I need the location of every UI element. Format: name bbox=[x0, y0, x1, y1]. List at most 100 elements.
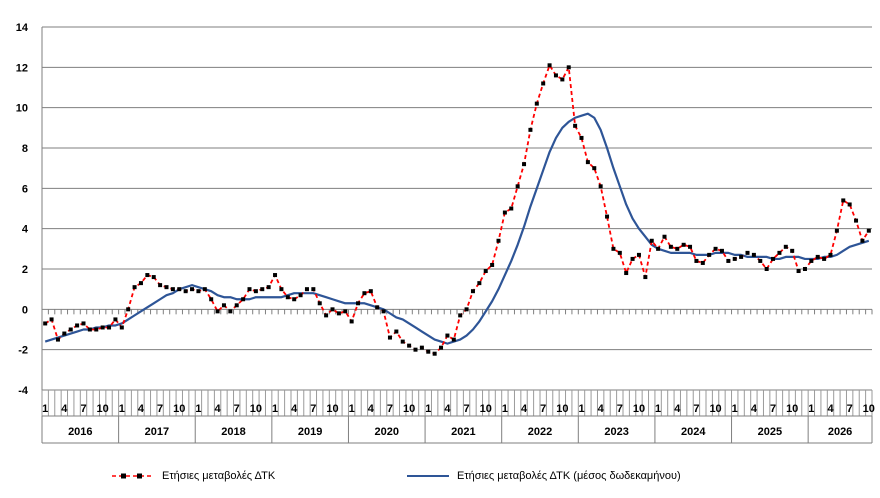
series-line-12m-average bbox=[44, 112, 870, 345]
data-point-annual-change bbox=[688, 244, 693, 249]
x-tick-label: 10 bbox=[633, 403, 645, 415]
data-point-annual-change bbox=[522, 162, 527, 167]
y-tick-label: 8 bbox=[22, 143, 28, 155]
data-point-annual-change bbox=[841, 198, 846, 203]
data-point-annual-change bbox=[164, 285, 169, 290]
x-tick-label: 10 bbox=[403, 403, 415, 415]
data-point-annual-change bbox=[630, 256, 635, 261]
data-point-annual-change bbox=[400, 339, 405, 344]
data-point-annual-change bbox=[407, 343, 412, 348]
data-point-annual-change bbox=[860, 238, 865, 243]
data-point-annual-change bbox=[87, 327, 92, 332]
data-point-annual-change bbox=[362, 291, 367, 296]
data-point-annual-change bbox=[502, 210, 507, 215]
data-point-annual-change bbox=[394, 329, 399, 334]
year-label: 2017 bbox=[145, 426, 169, 438]
data-point-annual-change bbox=[745, 250, 750, 255]
data-point-annual-change bbox=[777, 250, 782, 255]
x-tick-label: 7 bbox=[387, 403, 393, 415]
data-point-annual-change bbox=[656, 246, 661, 251]
x-axis-year-band: 2016 2017 2018 2019 2020 2021 2022 2023 2024 2025… bbox=[41, 415, 873, 444]
x-tick-label: 1 bbox=[732, 403, 738, 415]
data-point-annual-change bbox=[694, 258, 699, 263]
y-tick-label: 10 bbox=[16, 103, 28, 115]
x-tick-label: 4 bbox=[598, 403, 605, 415]
x-tick-label: 1 bbox=[272, 403, 278, 415]
data-point-annual-change bbox=[94, 327, 99, 332]
data-point-annual-change bbox=[253, 289, 258, 294]
x-tick-label: 7 bbox=[157, 403, 163, 415]
x-tick-label: 4 bbox=[138, 403, 145, 415]
data-point-annual-change bbox=[483, 269, 488, 274]
data-point-annual-change bbox=[477, 281, 482, 286]
data-point-annual-change bbox=[260, 287, 265, 292]
data-point-annual-change bbox=[68, 327, 73, 332]
data-point-annual-change bbox=[81, 321, 86, 326]
data-point-annual-change bbox=[247, 287, 252, 292]
year-label: 2016 bbox=[68, 426, 92, 438]
data-point-annual-change bbox=[719, 248, 724, 253]
x-tick-label: 4 bbox=[444, 403, 451, 415]
legend-swatch-red-dashed bbox=[112, 473, 154, 479]
data-point-annual-change bbox=[713, 246, 718, 251]
data-point-annual-change bbox=[221, 303, 226, 308]
data-point-annual-change bbox=[113, 317, 118, 322]
x-tick-label: 10 bbox=[173, 403, 185, 415]
gridlines bbox=[42, 26, 872, 391]
x-tick-label: 4 bbox=[291, 403, 298, 415]
x-tick-label: 4 bbox=[751, 403, 758, 415]
data-point-annual-change bbox=[279, 287, 284, 292]
data-point-annual-change bbox=[138, 281, 143, 286]
data-point-annual-change bbox=[119, 325, 124, 330]
data-point-annual-change bbox=[515, 184, 520, 189]
data-point-annual-change bbox=[43, 321, 48, 326]
data-point-annual-change bbox=[151, 275, 156, 280]
year-label: 2026 bbox=[828, 426, 852, 438]
data-point-annual-change bbox=[668, 244, 673, 249]
data-point-annual-change bbox=[75, 323, 80, 328]
year-label: 2023 bbox=[604, 426, 628, 438]
year-label: 2020 bbox=[375, 426, 399, 438]
data-point-annual-change bbox=[387, 335, 392, 340]
x-tick-label: 7 bbox=[693, 403, 699, 415]
data-point-annual-change bbox=[266, 285, 271, 290]
data-point-annual-change bbox=[496, 238, 501, 243]
x-axis-month-ticks: 1 4 7 10 1 4 7 10 1 4 7 10 1 4 7 10 1 4 7 10 1 4 7 10 1 4 7 10 1 4 7 10… bbox=[41, 390, 875, 416]
data-point-annual-change bbox=[783, 244, 788, 249]
x-tick-label: 4 bbox=[521, 403, 528, 415]
data-point-annual-change bbox=[177, 287, 182, 292]
year-label: 2021 bbox=[451, 426, 475, 438]
data-point-annual-change bbox=[273, 273, 278, 278]
x-tick-label: 1 bbox=[425, 403, 431, 415]
x-tick-label: 1 bbox=[655, 403, 661, 415]
data-point-annual-change bbox=[107, 325, 112, 330]
data-point-annual-change bbox=[809, 258, 814, 263]
data-point-annual-change bbox=[573, 123, 578, 128]
x-tick-label: 7 bbox=[540, 403, 546, 415]
data-point-annual-change bbox=[381, 309, 386, 314]
data-point-annual-change bbox=[100, 325, 105, 330]
x-tick-label: 1 bbox=[42, 403, 48, 415]
data-point-annual-change bbox=[866, 228, 871, 233]
data-point-annual-change bbox=[330, 307, 335, 312]
x-tick-label: 10 bbox=[250, 403, 262, 415]
x-tick-label: 1 bbox=[578, 403, 584, 415]
data-point-annual-change bbox=[445, 333, 450, 338]
legend-label-annual-cpi-12m-average: Ετήσιες μεταβολές ΔΤΚ (μέσος δωδεκαμήνου… bbox=[457, 470, 681, 482]
data-point-annual-change bbox=[611, 246, 616, 251]
data-point-annual-change bbox=[854, 218, 859, 223]
data-point-annual-change bbox=[368, 289, 373, 294]
data-point-annual-change bbox=[509, 206, 514, 211]
year-label: 2022 bbox=[528, 426, 552, 438]
data-point-annual-change bbox=[560, 77, 565, 82]
data-point-annual-change bbox=[847, 202, 852, 207]
data-point-annual-change bbox=[771, 256, 776, 261]
data-point-annual-change bbox=[796, 269, 801, 274]
data-point-annual-change bbox=[62, 331, 67, 336]
data-point-annual-change bbox=[190, 287, 195, 292]
data-point-annual-change bbox=[145, 273, 150, 278]
x-tick-label: 10 bbox=[709, 403, 721, 415]
y-tick-label: 2 bbox=[22, 264, 28, 276]
x-tick-label: 10 bbox=[863, 403, 875, 415]
data-point-annual-change bbox=[815, 254, 820, 259]
